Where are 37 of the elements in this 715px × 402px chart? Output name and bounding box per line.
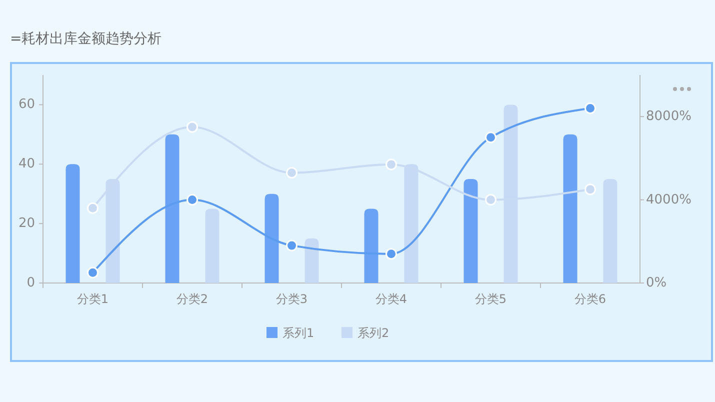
y-tick-label: 40 bbox=[18, 156, 35, 172]
point bbox=[584, 184, 596, 196]
x-tick-label: 分类3 bbox=[276, 292, 308, 306]
bar bbox=[165, 134, 180, 283]
point bbox=[485, 194, 496, 206]
point bbox=[485, 132, 496, 144]
point bbox=[186, 194, 198, 206]
point bbox=[186, 121, 198, 133]
legend-label: 系列1 bbox=[282, 326, 314, 340]
bar bbox=[205, 208, 220, 283]
point bbox=[87, 202, 98, 214]
bar bbox=[264, 194, 279, 283]
bar bbox=[304, 238, 319, 283]
point bbox=[386, 248, 397, 260]
bar bbox=[66, 164, 80, 283]
y-tick-label: 60 bbox=[18, 97, 35, 112]
bar bbox=[563, 134, 578, 283]
point bbox=[286, 240, 298, 252]
y-tick-label: 0 bbox=[26, 276, 35, 290]
point bbox=[87, 266, 98, 278]
bar bbox=[364, 208, 378, 283]
legend-label: 系列2 bbox=[358, 326, 390, 340]
chart-title: =耗材出库金额趋势分析 bbox=[10, 31, 162, 47]
point bbox=[584, 102, 596, 114]
x-tick-label: 分类5 bbox=[474, 292, 507, 306]
x-tick-label: 分类1 bbox=[76, 292, 109, 306]
point bbox=[286, 167, 298, 179]
y2-tick-label: 0% bbox=[646, 276, 667, 290]
bar bbox=[464, 179, 478, 283]
y2-tick-label: 8000% bbox=[646, 109, 692, 124]
x-tick-label: 分类4 bbox=[375, 292, 408, 306]
y-tick-label: 20 bbox=[18, 216, 35, 232]
point bbox=[386, 158, 397, 170]
bar bbox=[603, 179, 618, 283]
y2-tick-label: 4000% bbox=[646, 192, 692, 208]
x-tick-label: 分类2 bbox=[176, 292, 208, 306]
x-tick-label: 分类6 bbox=[574, 292, 606, 306]
